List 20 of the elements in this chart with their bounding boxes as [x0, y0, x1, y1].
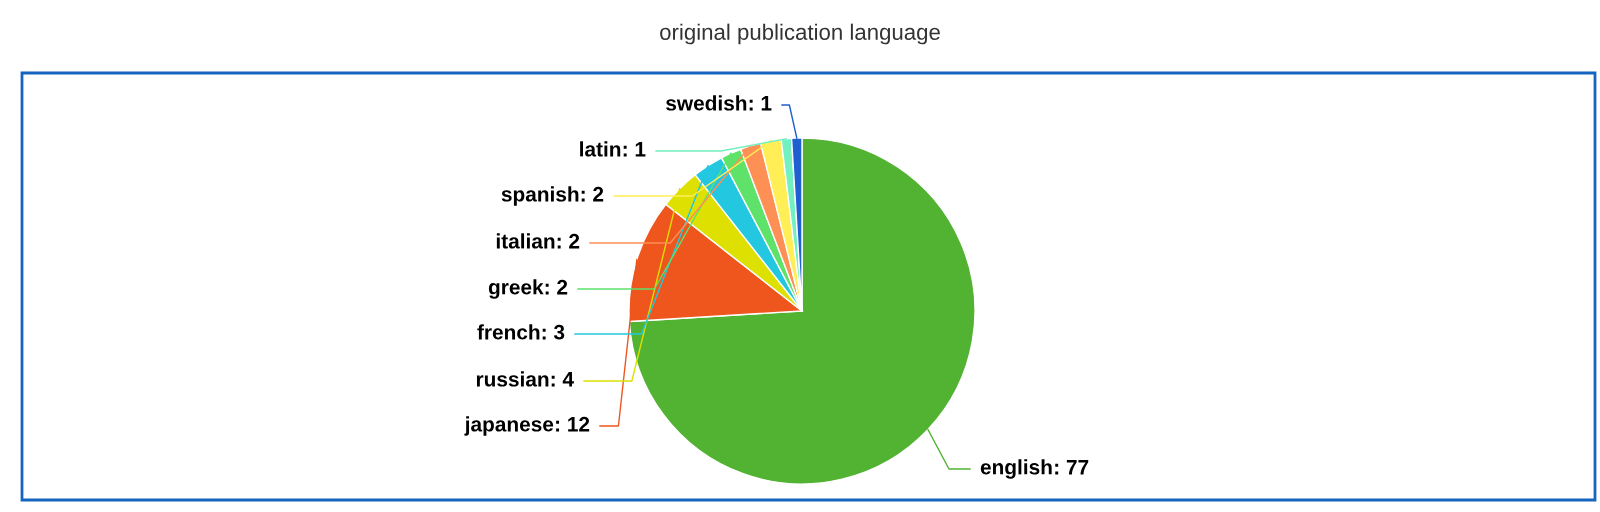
chart-title: original publication language	[660, 23, 940, 45]
data-label: : 77	[1055, 460, 1089, 475]
data-label: : 12	[556, 416, 590, 432]
data-label: : 1	[749, 96, 772, 111]
slice-label: swedish	[666, 95, 747, 111]
data-label: : 2	[545, 279, 568, 295]
slice-label: english	[980, 459, 1052, 479]
slice-label: italian	[496, 233, 555, 249]
pie-slice	[628, 137, 976, 485]
data-label: : 2	[557, 233, 580, 249]
slice-label: russian	[476, 371, 549, 387]
slice-label: latin	[580, 141, 621, 157]
data-label: : 1	[623, 142, 646, 157]
data-label: : 4	[551, 372, 574, 387]
slice-label: french	[477, 324, 540, 340]
slice-label: japanese	[464, 416, 554, 436]
data-label: : 2	[581, 186, 604, 202]
slice-label: spanish	[501, 186, 579, 206]
data-label: : 3	[542, 324, 565, 340]
slice-label: greek	[488, 279, 544, 299]
